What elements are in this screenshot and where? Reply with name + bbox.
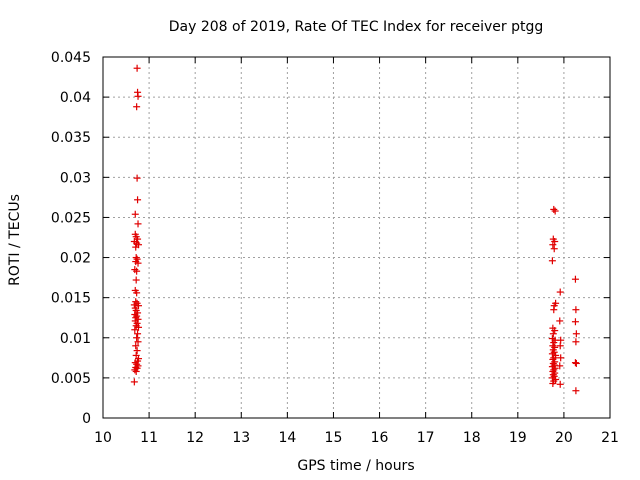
y-tick-label: 0.02 xyxy=(60,251,91,267)
data-point xyxy=(132,298,140,306)
data-point xyxy=(572,306,580,314)
y-tick-label: 0.025 xyxy=(51,210,91,226)
data-point xyxy=(132,243,140,251)
data-point xyxy=(133,312,141,320)
data-point xyxy=(571,275,579,283)
data-point xyxy=(130,301,138,309)
data-point xyxy=(132,367,140,375)
data-point xyxy=(556,380,564,388)
y-tick-label: 0.035 xyxy=(51,130,91,146)
data-point xyxy=(133,334,141,342)
data-point xyxy=(557,354,565,362)
data-point xyxy=(134,196,142,204)
data-point xyxy=(549,330,557,338)
data-point xyxy=(548,257,556,265)
x-tick-label: 10 xyxy=(94,430,112,446)
x-tick-label: 13 xyxy=(232,430,250,446)
y-tick-label: 0.005 xyxy=(51,371,91,387)
x-axis-label: GPS time / hours xyxy=(297,458,414,474)
x-tick-label: 11 xyxy=(140,430,158,446)
y-tick-label: 0 xyxy=(82,411,91,427)
y-tick-labels: 0 0.005 0.01 0.015 0.02 0.025 0.03 0.035 0.04 0.0… xyxy=(51,50,91,427)
data-point xyxy=(133,289,141,297)
data-point xyxy=(550,205,558,213)
data-point xyxy=(133,64,141,72)
x-tick-label: 20 xyxy=(555,430,573,446)
data-point xyxy=(134,338,142,346)
data-point xyxy=(132,276,140,284)
data-point xyxy=(572,330,580,338)
x-tick-label: 19 xyxy=(509,430,527,446)
data-point xyxy=(549,380,557,388)
data-point xyxy=(134,323,142,331)
data-point xyxy=(130,378,138,386)
y-tick-label: 0.03 xyxy=(60,170,91,186)
data-point xyxy=(131,366,139,374)
x-tick-label: 12 xyxy=(186,430,204,446)
data-point xyxy=(133,103,141,111)
data-point xyxy=(131,326,139,334)
data-point xyxy=(550,306,558,314)
data-point xyxy=(133,174,141,182)
y-tick-label: 0.045 xyxy=(51,50,91,66)
y-tick-label: 0.04 xyxy=(60,90,91,106)
x-tick-label: 21 xyxy=(601,430,619,446)
plot-frame xyxy=(102,56,611,419)
data-point xyxy=(556,317,564,325)
data-point xyxy=(550,245,558,253)
data-point xyxy=(551,207,559,215)
data-point xyxy=(549,359,557,367)
data-point xyxy=(572,338,580,346)
data-point xyxy=(134,92,142,100)
y-axis-label: ROTI / TECUs xyxy=(7,194,23,286)
data-point xyxy=(549,371,557,379)
data-point xyxy=(571,359,579,367)
data-point xyxy=(556,362,564,370)
data-points xyxy=(130,64,580,395)
data-point xyxy=(133,347,141,355)
data-point xyxy=(132,342,140,350)
data-point xyxy=(131,210,139,218)
data-point xyxy=(572,387,580,395)
data-point xyxy=(134,220,142,228)
data-point xyxy=(551,327,559,335)
data-point xyxy=(134,330,142,338)
x-tick-label: 14 xyxy=(278,430,296,446)
data-point xyxy=(572,359,580,367)
x-tick-label: 17 xyxy=(417,430,435,446)
y-tick-label: 0.015 xyxy=(51,291,91,307)
x-tick-labels: 10 11 12 13 14 15 16 17 18 19 20 21 xyxy=(94,430,619,446)
chart-title: Day 208 of 2019, Rate Of TEC Index for r… xyxy=(169,19,544,35)
x-tick-label: 18 xyxy=(463,430,481,446)
data-point xyxy=(549,241,557,249)
data-point xyxy=(134,259,142,267)
data-point xyxy=(133,267,141,275)
data-point xyxy=(556,342,564,350)
data-point xyxy=(550,339,558,347)
x-tick-label: 15 xyxy=(325,430,343,446)
x-tick-label: 16 xyxy=(371,430,389,446)
data-point xyxy=(571,318,579,326)
data-point xyxy=(556,288,564,296)
y-tick-label: 0.01 xyxy=(60,331,91,347)
